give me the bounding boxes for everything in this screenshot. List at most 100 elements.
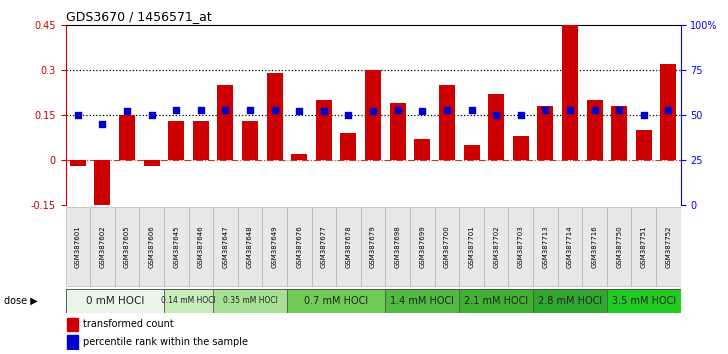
Bar xyxy=(70,160,86,166)
FancyBboxPatch shape xyxy=(558,207,582,286)
FancyBboxPatch shape xyxy=(115,207,139,286)
Text: GSM387714: GSM387714 xyxy=(567,225,573,268)
Point xyxy=(195,107,207,113)
Bar xyxy=(414,139,430,160)
FancyBboxPatch shape xyxy=(484,207,508,286)
FancyBboxPatch shape xyxy=(312,207,336,286)
Point xyxy=(662,107,674,113)
Text: GSM387698: GSM387698 xyxy=(395,225,400,268)
Point xyxy=(343,112,355,118)
Bar xyxy=(218,85,234,160)
Bar xyxy=(562,25,578,160)
Bar xyxy=(636,130,652,160)
Text: 1.4 mM HOCl: 1.4 mM HOCl xyxy=(390,296,454,306)
Text: GSM387648: GSM387648 xyxy=(247,225,253,268)
FancyBboxPatch shape xyxy=(410,207,435,286)
Point xyxy=(72,112,84,118)
FancyBboxPatch shape xyxy=(189,207,213,286)
Text: GSM387752: GSM387752 xyxy=(665,225,671,268)
Bar xyxy=(587,100,603,160)
Bar xyxy=(365,70,381,160)
Bar xyxy=(316,100,332,160)
Bar xyxy=(459,289,533,313)
Text: GSM387699: GSM387699 xyxy=(419,225,425,268)
FancyBboxPatch shape xyxy=(361,207,385,286)
Point xyxy=(220,107,232,113)
FancyBboxPatch shape xyxy=(262,207,287,286)
Text: percentile rank within the sample: percentile rank within the sample xyxy=(83,337,248,347)
Bar xyxy=(533,289,607,313)
FancyBboxPatch shape xyxy=(90,207,115,286)
Text: 2.8 mM HOCl: 2.8 mM HOCl xyxy=(538,296,602,306)
Point xyxy=(491,112,502,118)
Bar xyxy=(242,121,258,160)
Bar xyxy=(660,64,676,160)
Point xyxy=(146,112,157,118)
FancyBboxPatch shape xyxy=(582,207,607,286)
Bar xyxy=(341,133,357,160)
Text: GSM387713: GSM387713 xyxy=(542,225,548,268)
FancyBboxPatch shape xyxy=(508,207,533,286)
Bar xyxy=(464,145,480,160)
Text: 0.35 mM HOCl: 0.35 mM HOCl xyxy=(223,296,277,306)
Bar xyxy=(488,94,504,160)
Point xyxy=(589,107,601,113)
Text: 0.7 mM HOCl: 0.7 mM HOCl xyxy=(304,296,368,306)
Point xyxy=(368,109,379,114)
Text: GSM387601: GSM387601 xyxy=(75,225,81,268)
Text: GSM387751: GSM387751 xyxy=(641,225,646,268)
Text: 0 mM HOCl: 0 mM HOCl xyxy=(86,296,144,306)
Text: GSM387703: GSM387703 xyxy=(518,225,523,268)
Text: 2.1 mM HOCl: 2.1 mM HOCl xyxy=(464,296,529,306)
FancyBboxPatch shape xyxy=(213,207,238,286)
Text: GSM387645: GSM387645 xyxy=(173,225,179,268)
Point xyxy=(441,107,453,113)
FancyBboxPatch shape xyxy=(164,207,189,286)
FancyBboxPatch shape xyxy=(238,207,262,286)
Bar xyxy=(385,289,459,313)
Bar xyxy=(168,121,184,160)
Bar xyxy=(389,103,405,160)
Text: GSM387702: GSM387702 xyxy=(493,225,499,268)
Bar xyxy=(213,289,287,313)
Point xyxy=(121,109,133,114)
FancyBboxPatch shape xyxy=(385,207,410,286)
Bar xyxy=(95,160,111,220)
Text: GSM387649: GSM387649 xyxy=(272,225,277,268)
Text: GSM387701: GSM387701 xyxy=(469,225,475,268)
Point xyxy=(245,107,256,113)
Text: GSM387679: GSM387679 xyxy=(370,225,376,268)
Bar xyxy=(291,154,307,160)
Point xyxy=(293,109,305,114)
Text: GSM387677: GSM387677 xyxy=(321,225,327,268)
Bar xyxy=(513,136,529,160)
Text: GDS3670 / 1456571_at: GDS3670 / 1456571_at xyxy=(66,10,211,23)
Point xyxy=(638,112,649,118)
Text: GSM387605: GSM387605 xyxy=(124,225,130,268)
Bar xyxy=(537,106,553,160)
FancyBboxPatch shape xyxy=(435,207,459,286)
Bar xyxy=(67,335,78,349)
FancyBboxPatch shape xyxy=(336,207,361,286)
Bar xyxy=(119,115,135,160)
Point xyxy=(392,107,403,113)
Point xyxy=(539,107,551,113)
Point xyxy=(318,109,330,114)
Text: GSM387646: GSM387646 xyxy=(198,225,204,268)
Bar xyxy=(143,160,159,166)
Text: GSM387606: GSM387606 xyxy=(149,225,154,268)
FancyBboxPatch shape xyxy=(139,207,164,286)
Bar xyxy=(439,85,455,160)
Bar xyxy=(287,289,385,313)
Point xyxy=(269,107,280,113)
Bar xyxy=(266,73,282,160)
FancyBboxPatch shape xyxy=(607,207,631,286)
Text: GSM387647: GSM387647 xyxy=(223,225,229,268)
Bar xyxy=(193,121,209,160)
Bar xyxy=(612,106,627,160)
FancyBboxPatch shape xyxy=(459,207,484,286)
Text: GSM387716: GSM387716 xyxy=(592,225,598,268)
Text: GSM387678: GSM387678 xyxy=(346,225,352,268)
Bar xyxy=(607,289,681,313)
Text: GSM387700: GSM387700 xyxy=(444,225,450,268)
